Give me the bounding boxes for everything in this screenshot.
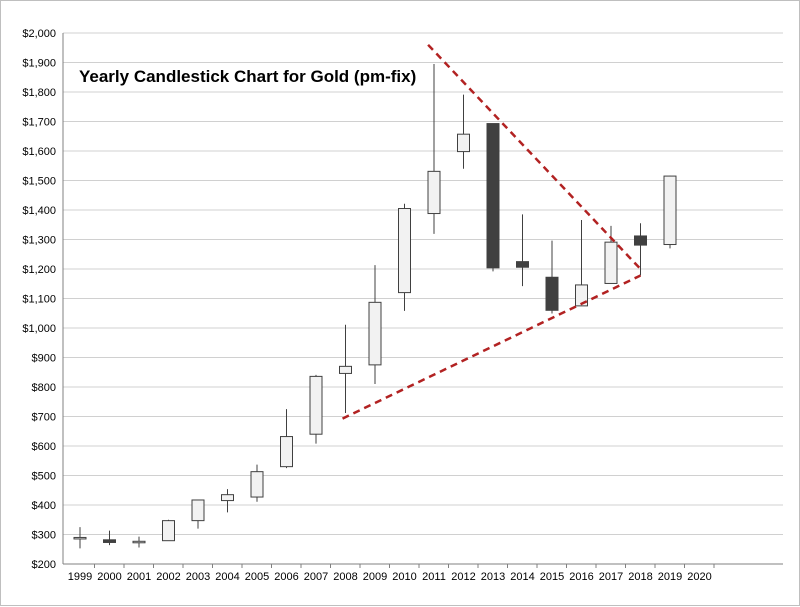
- x-tick-label: 2012: [451, 571, 475, 583]
- candle-body: [103, 539, 116, 543]
- x-tick-label: 2008: [333, 571, 357, 583]
- chart-title: Yearly Candlestick Chart for Gold (pm-fi…: [79, 67, 416, 86]
- candle-body: [191, 499, 205, 522]
- candle-body: [575, 284, 588, 307]
- x-tick-label: 2004: [215, 571, 239, 583]
- candle-body: [457, 133, 470, 153]
- axis-layer: $200 $300 $400 $500 $600 $700 $800 $900 $1,000 $1…: [22, 28, 783, 583]
- y-tick-label: $800: [32, 382, 56, 394]
- x-tick-label: 2009: [363, 571, 387, 583]
- candle-body: [486, 123, 500, 269]
- x-tick-label: 2006: [274, 571, 298, 583]
- x-tick-label: 2013: [481, 571, 505, 583]
- y-tick-label: $400: [32, 500, 56, 512]
- candle-body: [73, 536, 87, 540]
- y-tick-label: $900: [32, 353, 56, 365]
- x-tick-label: 2011: [422, 571, 446, 583]
- x-tick-label: 2001: [127, 571, 151, 583]
- y-tick-label: $1,900: [22, 58, 56, 70]
- x-tick-label: 2016: [569, 571, 593, 583]
- candle-body: [398, 208, 411, 294]
- x-tick-label: 2020: [687, 571, 711, 583]
- y-tick-label: $2,000: [22, 28, 56, 40]
- y-tick-label: $1,700: [22, 117, 56, 129]
- y-tick-label: $1,100: [22, 294, 56, 306]
- candle-body: [516, 261, 529, 268]
- candle-body: [663, 175, 677, 246]
- candle-body: [132, 540, 146, 544]
- y-tick-label: $300: [32, 530, 56, 542]
- x-tick-label: 2019: [658, 571, 682, 583]
- x-tick-label: 2003: [186, 571, 210, 583]
- y-tick-label: $500: [32, 471, 56, 483]
- candle-body: [339, 365, 352, 374]
- trendline-lower: [342, 274, 642, 420]
- candle-body: [221, 494, 234, 502]
- y-tick-label: $1,000: [22, 323, 56, 335]
- candle-body: [280, 436, 293, 468]
- y-tick-label: $700: [32, 412, 56, 424]
- y-tick-label: $1,600: [22, 146, 56, 158]
- y-tick-label: $200: [32, 559, 56, 571]
- candle-body: [545, 276, 559, 311]
- trendline-layer: [342, 43, 642, 420]
- y-tick-label: $1,800: [22, 87, 56, 99]
- x-tick-label: 2002: [156, 571, 180, 583]
- y-tick-label: $600: [32, 441, 56, 453]
- x-tick-label: 2018: [628, 571, 652, 583]
- x-tick-label: 2017: [599, 571, 623, 583]
- x-tick-label: 2014: [510, 571, 534, 583]
- trendline-upper: [427, 43, 642, 270]
- x-tick-label: 2005: [245, 571, 269, 583]
- x-tick-label: 2010: [392, 571, 416, 583]
- y-tick-label: $1,300: [22, 235, 56, 247]
- candle-body: [427, 170, 441, 215]
- y-tick-label: $1,200: [22, 264, 56, 276]
- candle-body: [368, 301, 382, 366]
- grid-layer: [63, 32, 783, 565]
- x-tick-label: 2000: [97, 571, 121, 583]
- y-tick-label: $1,400: [22, 205, 56, 217]
- candle-body: [604, 241, 618, 284]
- candle-layer: [73, 63, 677, 549]
- x-tick-label: 2007: [304, 571, 328, 583]
- x-tick-label: 2015: [540, 571, 564, 583]
- candle-body: [162, 520, 175, 542]
- candle-body: [309, 375, 323, 435]
- y-tick-label: $1,500: [22, 176, 56, 188]
- x-tick-label: 1999: [68, 571, 92, 583]
- candle-body: [634, 235, 647, 246]
- candle-body: [250, 471, 264, 498]
